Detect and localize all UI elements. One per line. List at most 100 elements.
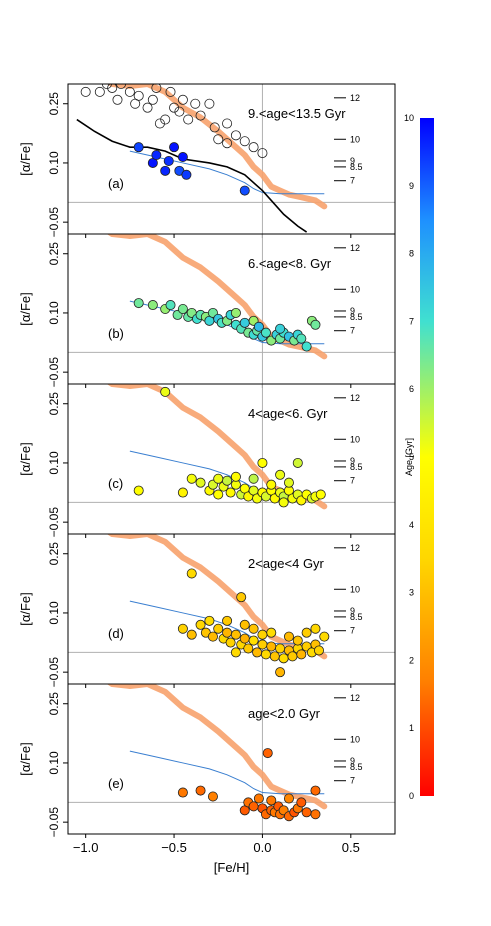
y-tick-label: 0.25: [47, 392, 61, 416]
age-label: 9: [350, 456, 355, 466]
data-point: [147, 94, 158, 105]
data-point: [230, 471, 241, 482]
data-point: [248, 142, 259, 153]
model-line: [129, 600, 325, 645]
y-tick-label: −0.05: [47, 657, 61, 688]
data-point: [177, 94, 188, 105]
data-point: [177, 303, 188, 314]
data-point: [301, 627, 312, 638]
data-point: [133, 298, 144, 309]
y-tick-label: 0.25: [47, 92, 61, 116]
data-point: [213, 489, 224, 500]
data-point: [296, 333, 307, 344]
data-point: [177, 623, 188, 634]
data-point: [257, 148, 268, 159]
data-point: [222, 118, 233, 129]
data-point: [275, 667, 286, 678]
data-point: [253, 321, 264, 332]
data-point: [266, 627, 277, 638]
data-point: [195, 619, 206, 630]
colorbar: 0 1 2 3 4 5 6 7 8 9 10 Age [Gyr]: [404, 113, 434, 801]
data-point: [230, 130, 241, 141]
y-tick-label: −0.05: [47, 357, 61, 388]
data-point: [248, 801, 259, 812]
panel-a: −0.05 0.10 0.25 [α/Fe] 12 10 98.5 7 9.<age<13.5 …: [18, 83, 396, 238]
data-point: [296, 649, 307, 660]
colorbar-tick-label: 4: [409, 520, 414, 530]
age-label: 10: [350, 134, 360, 144]
age-label: 9: [350, 756, 355, 766]
data-point: [239, 633, 250, 644]
data-point: [239, 185, 250, 196]
data-point: [204, 615, 215, 626]
age-label: 12: [350, 93, 360, 103]
data-point: [186, 629, 197, 640]
data-point: [239, 317, 250, 328]
data-point: [230, 629, 241, 640]
data-point: [310, 319, 321, 330]
data-point: [204, 98, 215, 109]
data-point: [278, 497, 289, 508]
data-point: [283, 631, 294, 642]
x-tick-label: 0.5: [342, 840, 360, 855]
y-axis-label: [α/Fe]: [18, 742, 33, 776]
data-point: [195, 477, 206, 488]
panel-b: −0.05 0.10 0.25 [α/Fe] 12 10 98.5 7 6.<age<8. Gy…: [18, 233, 396, 388]
y-tick-label: 0.10: [47, 451, 61, 475]
plot-area: [68, 84, 395, 234]
data-point: [151, 150, 162, 161]
data-point: [177, 152, 188, 163]
data-point: [275, 323, 286, 334]
panel-label: (e): [108, 776, 124, 791]
data-point: [222, 138, 233, 149]
age-label: 7: [350, 626, 355, 636]
data-point: [230, 647, 241, 658]
age-label: 9: [350, 156, 355, 166]
panel-frame: [67, 383, 396, 535]
data-point: [186, 568, 197, 579]
y-axis-label: [α/Fe]: [18, 292, 33, 326]
data-point: [257, 639, 268, 650]
model-line: [129, 750, 325, 795]
panel-title: 2<age<4 Gyr: [248, 556, 325, 571]
data-point: [287, 651, 298, 662]
age-label: 7: [350, 176, 355, 186]
data-point: [239, 136, 250, 147]
orange-band: [106, 84, 328, 210]
colorbar-tick-label: 2: [409, 655, 414, 665]
panel-title: 9.<age<13.5 Gyr: [248, 106, 346, 121]
data-point: [266, 795, 277, 806]
data-point: [266, 641, 277, 652]
data-point: [151, 84, 162, 93]
data-point: [181, 169, 192, 180]
age-label: 9: [350, 306, 355, 316]
data-point: [252, 647, 263, 658]
age-label: 10: [350, 734, 360, 744]
data-point: [147, 300, 158, 311]
age-label: 7: [350, 476, 355, 486]
panel-label: (c): [108, 476, 123, 491]
data-point: [257, 457, 268, 468]
y-tick-label: −0.05: [47, 507, 61, 538]
colorbar-tick-label: 5: [409, 452, 414, 462]
age-label: 8.5: [350, 162, 363, 172]
data-point: [260, 649, 271, 660]
y-axis-label: [α/Fe]: [18, 592, 33, 626]
panel-frame: [67, 683, 396, 835]
data-point: [222, 475, 233, 486]
data-point: [174, 106, 185, 117]
data-point: [222, 615, 233, 626]
data-point: [213, 473, 224, 484]
y-tick-label: 0.10: [47, 751, 61, 775]
data-point: [163, 155, 174, 166]
colorbar-tick-label: 3: [409, 588, 414, 598]
data-point: [209, 122, 220, 133]
data-point: [243, 643, 254, 654]
data-point: [133, 142, 144, 153]
panel-title: 6.<age<8. Gyr: [248, 256, 332, 271]
data-point: [248, 635, 259, 646]
age-label: 7: [350, 776, 355, 786]
data-point: [283, 477, 294, 488]
age-label: 10: [350, 284, 360, 294]
data-point: [266, 479, 277, 490]
